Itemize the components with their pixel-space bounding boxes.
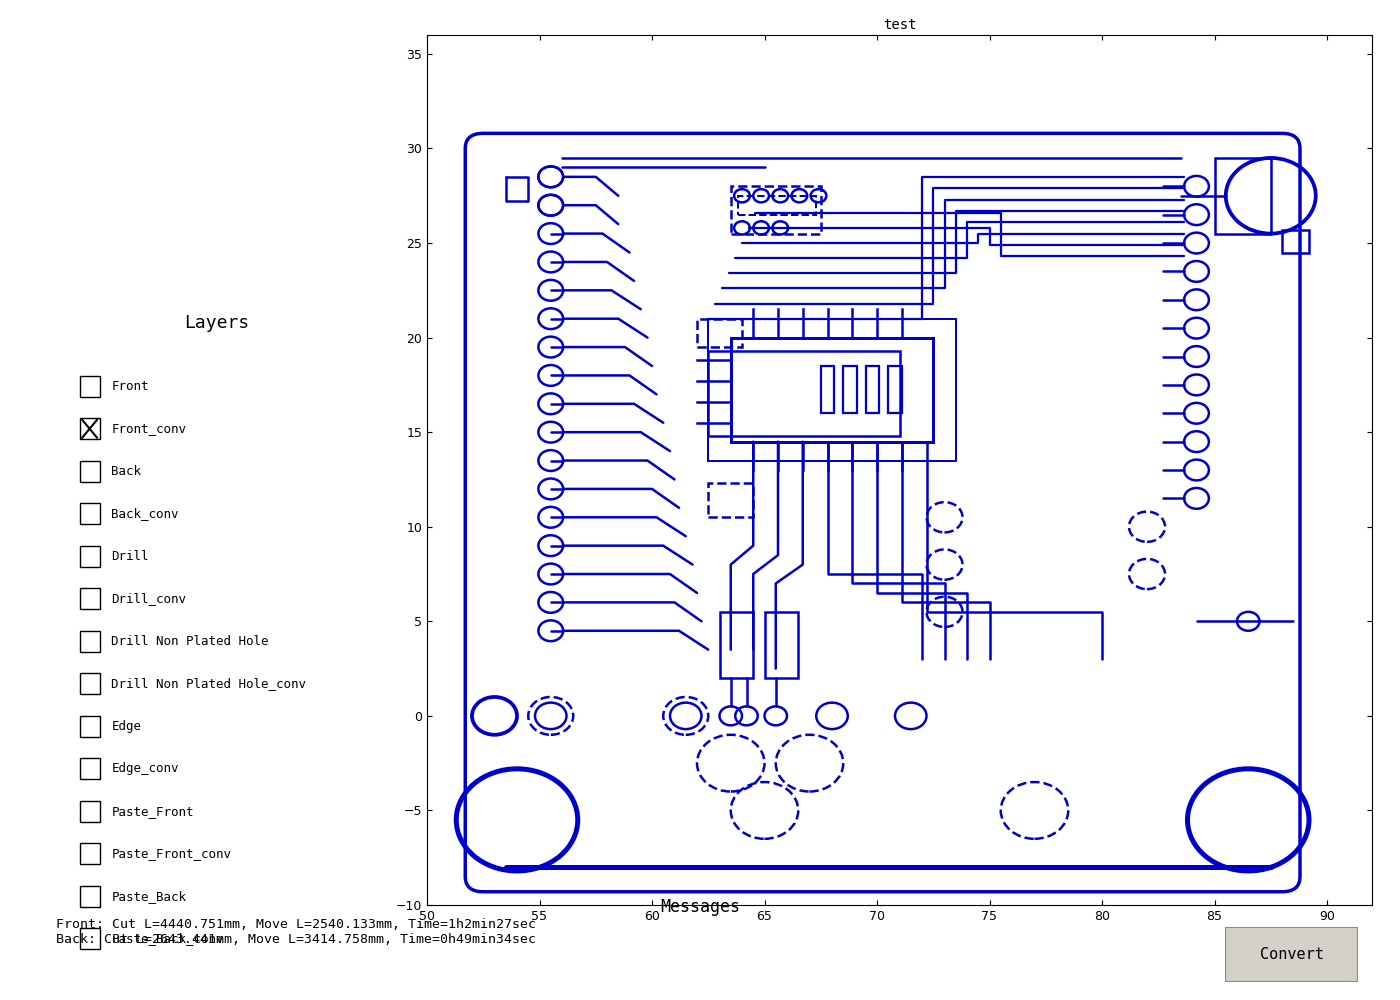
Bar — [80, 673, 99, 694]
Text: Convert: Convert — [1260, 947, 1323, 962]
Bar — [80, 631, 99, 652]
Bar — [764, 612, 798, 678]
Title: test: test — [883, 18, 916, 32]
Text: Edge_conv: Edge_conv — [112, 762, 179, 775]
Text: Back: Back — [112, 465, 141, 478]
Bar — [1282, 230, 1309, 252]
Bar — [80, 758, 99, 779]
Text: Drill Non Plated Hole_conv: Drill Non Plated Hole_conv — [112, 677, 307, 690]
Bar — [80, 461, 99, 482]
Bar — [80, 886, 99, 907]
Bar — [708, 483, 753, 517]
Bar — [80, 716, 99, 737]
Text: Paste_Front: Paste_Front — [112, 805, 195, 818]
Bar — [843, 366, 857, 413]
Text: Front_conv: Front_conv — [112, 422, 186, 435]
Bar — [80, 801, 99, 822]
Text: Paste_Back: Paste_Back — [112, 890, 186, 903]
Bar — [865, 366, 879, 413]
Bar — [888, 366, 902, 413]
Bar — [80, 503, 99, 524]
FancyBboxPatch shape — [465, 133, 1301, 892]
FancyBboxPatch shape — [1225, 927, 1358, 982]
Bar — [80, 843, 99, 864]
Bar — [738, 196, 816, 215]
Bar — [820, 366, 834, 413]
Bar — [1215, 158, 1271, 234]
Bar — [708, 351, 899, 436]
Bar — [80, 418, 99, 439]
Text: Paste_Back_conv: Paste_Back_conv — [112, 932, 224, 945]
Bar — [731, 338, 934, 442]
Bar — [697, 319, 742, 347]
Bar — [708, 319, 956, 461]
Text: Edge: Edge — [112, 720, 141, 733]
Text: Layers: Layers — [185, 314, 249, 332]
Bar — [80, 928, 99, 949]
Bar — [720, 612, 753, 678]
Bar — [731, 186, 820, 234]
Bar — [80, 376, 99, 397]
Text: Back_conv: Back_conv — [112, 507, 179, 520]
Text: Drill: Drill — [112, 550, 148, 563]
Text: Drill_conv: Drill_conv — [112, 592, 186, 605]
Bar — [80, 546, 99, 567]
Bar — [80, 588, 99, 609]
Text: Messages: Messages — [659, 898, 741, 916]
Text: Front: Cut L=4440.751mm, Move L=2540.133mm, Time=1h2min27sec: Front: Cut L=4440.751mm, Move L=2540.133… — [56, 918, 536, 931]
Text: Back: Cut L=2643.441mm, Move L=3414.758mm, Time=0h49min34sec: Back: Cut L=2643.441mm, Move L=3414.758m… — [56, 933, 536, 946]
Text: Drill Non Plated Hole: Drill Non Plated Hole — [112, 635, 269, 648]
Text: Front: Front — [112, 380, 148, 393]
Text: Paste_Front_conv: Paste_Front_conv — [112, 847, 231, 860]
